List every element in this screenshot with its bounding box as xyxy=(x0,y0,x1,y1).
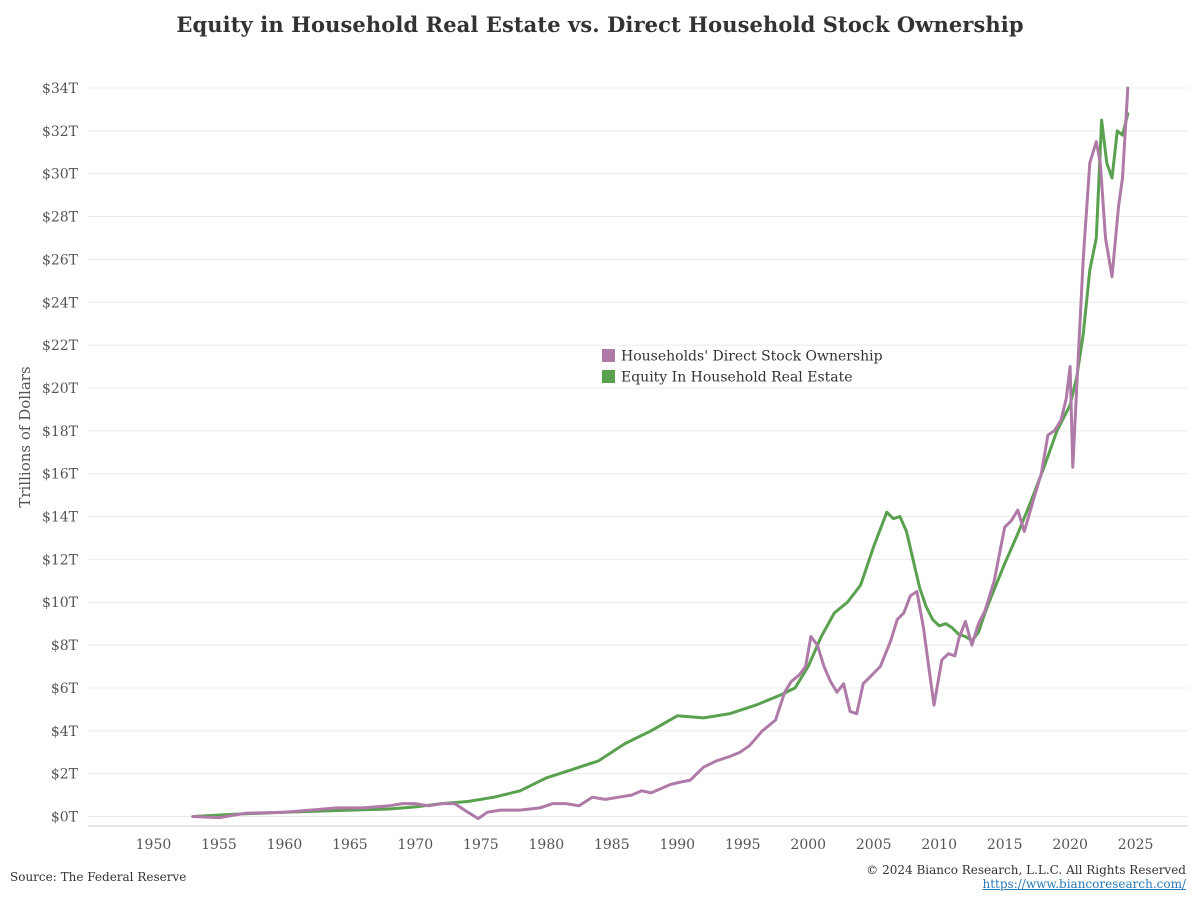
y-tick-label: $18T xyxy=(42,424,79,440)
x-tick-label: 1985 xyxy=(594,837,630,853)
y-tick-label: $16T xyxy=(42,467,79,483)
y-tick-label: $4T xyxy=(51,724,79,740)
y-axis-title: Trillions of Dollars xyxy=(16,366,34,507)
y-tick-label: $10T xyxy=(42,595,79,611)
y-tick-label: $30T xyxy=(42,167,79,183)
chart-title: Equity in Household Real Estate vs. Dire… xyxy=(176,12,1024,37)
y-tick-label: $24T xyxy=(42,295,79,311)
x-tick-label: 1965 xyxy=(332,837,368,853)
series-line-stock-ownership xyxy=(191,86,1130,821)
x-tick-label: 1975 xyxy=(463,837,499,853)
y-tick-label: $20T xyxy=(42,381,79,397)
x-tick-label: 2010 xyxy=(921,837,957,853)
x-tick-label: 1990 xyxy=(659,837,695,853)
x-tick-label: 1955 xyxy=(201,837,237,853)
y-tick-label: $28T xyxy=(42,210,79,226)
x-tick-label: 2025 xyxy=(1118,837,1154,853)
x-tick-label: 2000 xyxy=(790,837,826,853)
y-tick-label: $2T xyxy=(51,767,79,783)
x-tick-label: 2020 xyxy=(1052,837,1088,853)
y-tick-label: $6T xyxy=(51,681,79,697)
website-link[interactable]: https://www.biancoresearch.com/ xyxy=(982,877,1186,891)
x-tick-label: 1950 xyxy=(136,837,172,853)
gridlines xyxy=(88,87,1188,817)
legend-swatch xyxy=(602,370,615,383)
y-tick-label: $14T xyxy=(42,510,79,526)
legend-label: Equity In Household Real Estate xyxy=(621,370,853,386)
legend-label: Households' Direct Stock Ownership xyxy=(621,349,883,365)
x-tick-label: 1980 xyxy=(529,837,565,853)
x-tick-label: 1970 xyxy=(398,837,434,853)
legend: Households' Direct Stock Ownership Equity… xyxy=(602,349,883,386)
series-line-real-estate-equity xyxy=(191,112,1130,818)
copyright-note: © 2024 Bianco Research, L.L.C. All Right… xyxy=(866,863,1186,877)
x-tick-label: 1995 xyxy=(725,837,761,853)
y-tick-label: $8T xyxy=(51,638,79,654)
x-axis-ticks: 1950 1955 1960 1965 1970 1975 1980 1985 1990 1995… xyxy=(136,837,1154,853)
y-tick-label: $12T xyxy=(42,552,79,568)
x-tick-label: 2015 xyxy=(987,837,1023,853)
y-tick-label: $32T xyxy=(42,124,79,140)
source-note: Source: The Federal Reserve xyxy=(10,870,187,884)
x-tick-label: 2005 xyxy=(856,837,892,853)
y-tick-label: $34T xyxy=(42,81,79,97)
y-tick-label: $22T xyxy=(42,338,79,354)
legend-swatch xyxy=(602,349,615,362)
series-lines xyxy=(191,86,1130,821)
x-tick-label: 1960 xyxy=(267,837,303,853)
y-tick-label: $0T xyxy=(51,810,79,826)
y-axis-ticks: $0T $2T $4T $6T $8T $10T $12T $14T $16T $18T $20T $… xyxy=(42,81,79,826)
y-tick-label: $26T xyxy=(42,252,79,268)
